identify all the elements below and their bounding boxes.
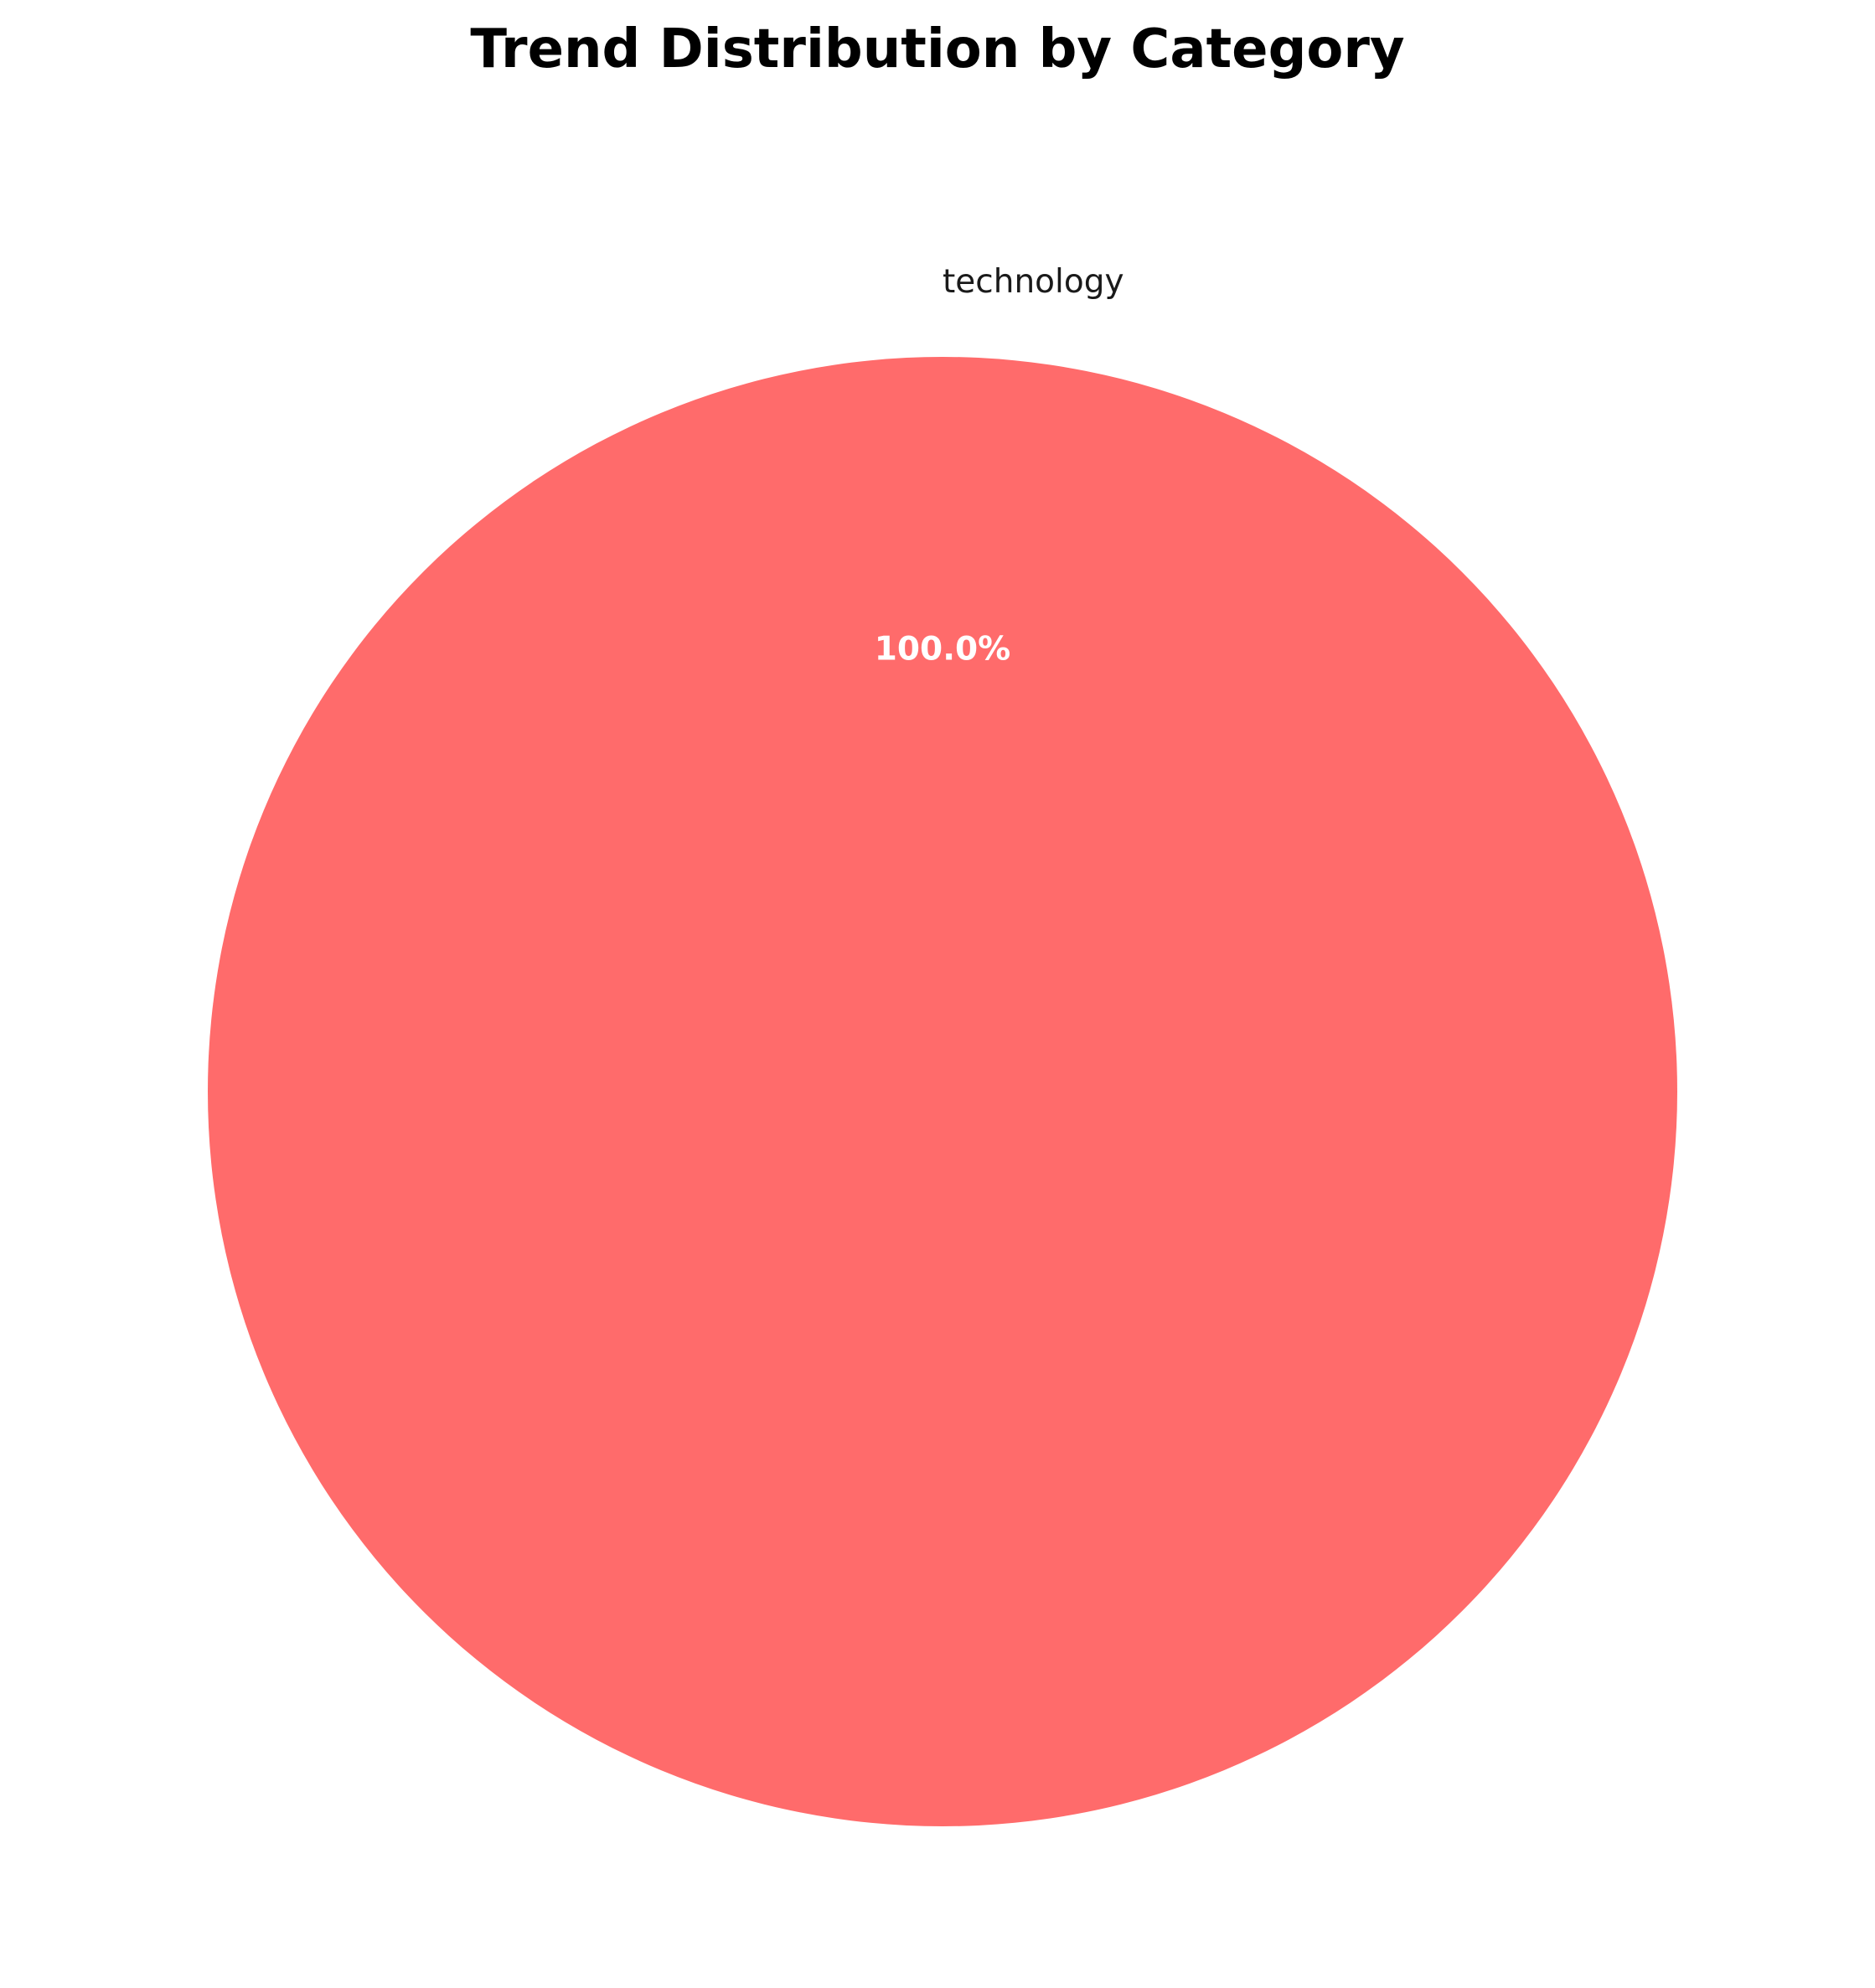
slice-percent-label: 100.0% [875, 630, 1010, 668]
pie-slice-technology [208, 357, 1677, 1826]
slice-category-label: technology [943, 263, 1124, 301]
pie-slices [208, 357, 1677, 1826]
pie-labels: technology 100.0% [875, 263, 1124, 669]
chart-title: Trend Distribution by Category [470, 18, 1404, 80]
